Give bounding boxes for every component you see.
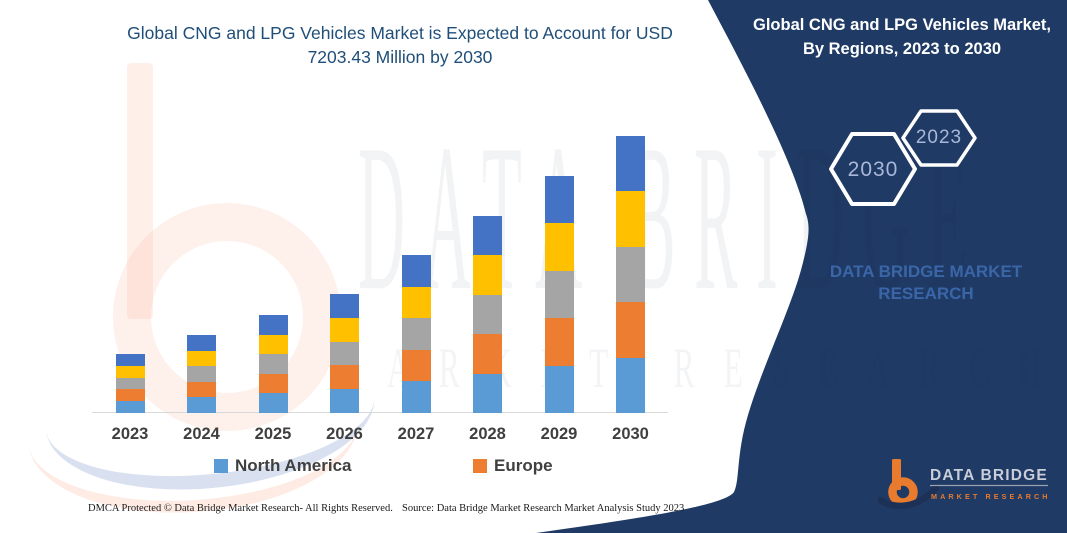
bar-segment-2030-north-america	[616, 357, 645, 413]
brand-caption-line1: DATA BRIDGE MARKET	[829, 262, 1023, 281]
logo-brand-text: DATA BRIDGE	[930, 467, 1048, 484]
footer-dmca-text: DMCA Protected © Data Bridge Market Rese…	[88, 503, 393, 514]
x-axis-label-2027: 2027	[397, 425, 435, 443]
legend-label-europe: Europe	[494, 456, 553, 475]
bar-segment-2030-unlabeled-region-gray-	[616, 246, 645, 303]
footer-source-text: Source: Data Bridge Market Research Mark…	[402, 503, 685, 514]
hexagon-2030-label: 2030	[847, 158, 899, 181]
bar-segment-2025-north-america	[258, 393, 288, 413]
brand-caption: DATA BRIDGE MARKET RESEARCH	[795, 261, 1057, 305]
x-axis-label-2028: 2028	[469, 425, 506, 443]
x-axis-label-2030: 2030	[612, 425, 649, 443]
legend-marker-europe	[473, 459, 487, 473]
bar-segment-2027-unlabeled-region-gray-	[401, 318, 431, 350]
bar-2027	[401, 255, 431, 413]
chart-title: Global CNG and LPG Vehicles Market is Ex…	[127, 23, 673, 67]
legend-item-europe: Europe	[473, 456, 553, 476]
bar-segment-2027-unlabeled-region-yellow-	[401, 286, 431, 319]
bar-2030	[616, 136, 645, 413]
bar-2028	[473, 216, 502, 413]
bar-segment-2029-unlabeled-region-yellow-	[544, 223, 574, 271]
x-axis-label-2025: 2025	[254, 425, 292, 443]
bar-segment-2024-europe	[187, 381, 216, 398]
bar-2029	[544, 176, 574, 413]
bar-segment-2023-north-america	[115, 401, 145, 413]
brand-caption-line2: RESEARCH	[878, 284, 974, 304]
side-panel-heading-line1: Global CNG and LPG Vehicles Market,	[753, 16, 1051, 34]
bar-segment-2027-north-america	[401, 381, 431, 413]
bar-segment-2030-unlabeled-region-yellow-	[616, 191, 645, 247]
bar-segment-2023-europe	[115, 389, 145, 402]
bar-segment-2025-unlabeled-region-gray-	[258, 354, 288, 374]
data-bridge-logo: DATA BRIDGE MARKET RESEARCH	[878, 459, 1051, 510]
bar-segment-2024-north-america	[187, 397, 216, 413]
side-panel-heading: Global CNG and LPG Vehicles Market, By R…	[740, 14, 1064, 62]
bar-2026	[330, 294, 359, 413]
bar-segment-2029-unlabeled-region-gray-	[544, 270, 574, 319]
x-axis-label-2024: 2024	[183, 425, 220, 443]
bar-segment-2026-europe	[330, 365, 359, 390]
bar-segment-2024-unlabeled-region-yellow-	[187, 350, 216, 367]
bar-segment-2029-north-america	[544, 365, 574, 413]
bar-segment-2023-unlabeled-region-yellow-	[115, 365, 145, 378]
bar-segment-2030-europe	[616, 302, 645, 358]
logo-b-bowl	[888, 477, 918, 507]
legend-label-north-america: North America	[235, 456, 352, 475]
bar-segment-2027-europe	[401, 349, 431, 382]
bar-segment-2028-unlabeled-region-blue-	[473, 216, 502, 256]
x-axis-label-2029: 2029	[540, 425, 578, 443]
bar-segment-2028-unlabeled-region-gray-	[473, 294, 502, 335]
bar-segment-2029-unlabeled-region-blue-	[544, 176, 574, 224]
hexagon-2023-label: 2023	[915, 127, 963, 148]
legend-marker-north-america	[214, 459, 228, 473]
bar-segment-2025-europe	[258, 373, 288, 394]
bar-segment-2029-europe	[544, 318, 574, 366]
bar-segment-2028-unlabeled-region-yellow-	[473, 255, 502, 295]
bar-2023	[115, 354, 145, 413]
bar-segment-2027-unlabeled-region-blue-	[401, 255, 431, 287]
bar-segment-2024-unlabeled-region-gray-	[187, 366, 216, 382]
bar-segment-2028-north-america	[473, 373, 502, 413]
bar-segment-2026-unlabeled-region-yellow-	[330, 317, 359, 342]
logo-swoosh	[878, 484, 940, 510]
logo-tagline-text: MARKET RESEARCH	[931, 492, 1051, 501]
bar-segment-2026-unlabeled-region-blue-	[330, 294, 359, 318]
x-axis-line	[92, 412, 668, 413]
x-axis-label-2026: 2026	[326, 425, 363, 443]
side-panel-heading-line2: By Regions, 2023 to 2030	[802, 39, 1002, 58]
bar-segment-2026-unlabeled-region-gray-	[330, 341, 359, 366]
legend-item-north-america: North America	[214, 456, 352, 476]
x-axis-label-2023: 2023	[111, 425, 149, 443]
bar-segment-2026-north-america	[330, 389, 359, 413]
bar-segment-2024-unlabeled-region-blue-	[187, 335, 216, 351]
bar-2024	[187, 335, 216, 413]
bar-segment-2025-unlabeled-region-blue-	[258, 315, 288, 335]
bar-segment-2025-unlabeled-region-yellow-	[258, 334, 288, 355]
bar-segment-2028-europe	[473, 334, 502, 374]
bar-2025	[258, 315, 288, 413]
bar-segment-2023-unlabeled-region-gray-	[115, 377, 145, 390]
bar-segment-2023-unlabeled-region-blue-	[115, 354, 145, 366]
bar-segment-2030-unlabeled-region-blue-	[616, 136, 645, 192]
